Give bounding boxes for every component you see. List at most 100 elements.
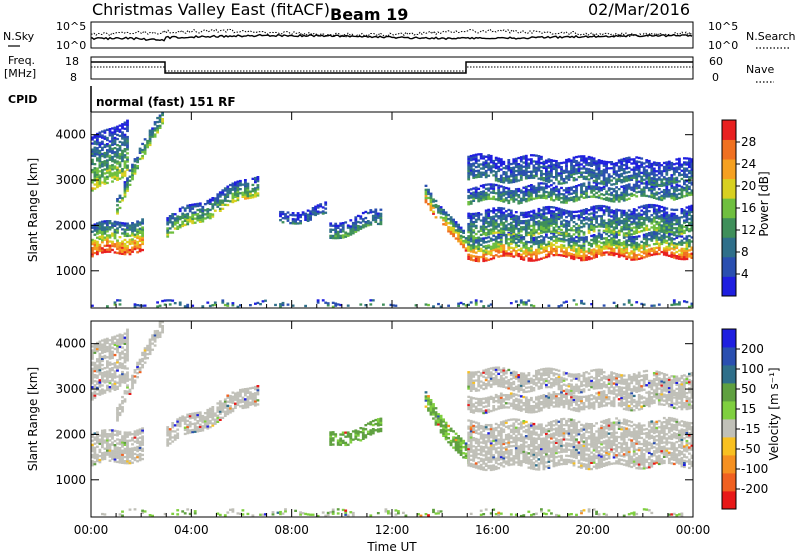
power-echo-cell	[489, 220, 493, 223]
power-echo-cell	[492, 164, 496, 167]
power-echo-cell	[565, 255, 568, 258]
power-echo-cell	[507, 167, 511, 170]
power-echo-cell	[301, 211, 305, 214]
velocity-echo-cell	[93, 438, 97, 441]
power-echo-cell	[670, 222, 674, 226]
power-echo-cell	[532, 251, 536, 254]
power-echo-cell	[524, 158, 528, 162]
power-echo-cell	[223, 189, 227, 192]
power-echo-cell	[509, 223, 513, 227]
velocity-echo-cell	[126, 384, 129, 387]
power-echo-cell	[329, 234, 333, 237]
power-echo-cell	[512, 235, 516, 238]
power-echo-cell	[236, 190, 240, 193]
power-echo-cell	[524, 221, 528, 225]
power-echo-cell	[514, 219, 518, 222]
power-echo-cell	[580, 213, 583, 216]
power-echo-cell	[507, 246, 511, 249]
power-echo-cell	[557, 166, 561, 169]
power-echo-cell	[557, 209, 561, 212]
power-echo-cell	[341, 222, 345, 225]
velocity-echo-cell	[108, 390, 112, 393]
velocity-echo-cell	[128, 462, 132, 465]
power-echo-cell	[524, 189, 528, 193]
velocity-echo-cell	[138, 436, 142, 439]
power-echo-cell	[600, 250, 603, 253]
power-echo-cell	[575, 231, 578, 234]
power-echo-cell	[545, 182, 548, 186]
power-echo-cell	[642, 174, 646, 177]
power-echo-cell	[592, 224, 596, 227]
velocity-echo-cell	[111, 352, 114, 355]
power-echo-cell	[148, 135, 152, 138]
power-echo-cell	[557, 194, 561, 197]
power-echo-cell	[198, 220, 202, 223]
velocity-echo-cell	[138, 368, 142, 372]
velocity-echo-cell	[121, 439, 124, 442]
power-echo-cell	[532, 170, 536, 173]
power-echo-cell	[612, 233, 616, 236]
power-echo-cell	[607, 222, 611, 225]
power-echo-cell	[630, 188, 634, 191]
colorbar-tick-label: 8	[741, 245, 749, 259]
power-echo-cell	[181, 206, 185, 209]
power-echo-cell	[547, 191, 551, 194]
power-echo-cell	[632, 222, 636, 225]
power-echo-cell	[111, 131, 114, 134]
power-echo-cell	[427, 192, 430, 196]
velocity-echo-cell	[113, 429, 117, 432]
power-echo-cell	[602, 245, 606, 248]
velocity-echo-cell	[126, 392, 129, 395]
power-echo-cell	[131, 234, 134, 237]
power-echo-cell	[487, 229, 491, 232]
power-echo-cell	[690, 166, 694, 169]
power-echo-cell	[499, 244, 503, 247]
power-echo-cell	[497, 233, 501, 236]
power-echo-cell	[123, 230, 127, 233]
power-echo-cell	[587, 229, 591, 232]
power-echo-cell	[467, 224, 471, 228]
power-echo-cell	[98, 133, 102, 136]
power-echo-cell	[98, 153, 102, 157]
power-echo-cell	[502, 198, 506, 201]
power-echo-cell	[487, 183, 491, 186]
power-echo-cell	[522, 169, 526, 172]
power-echo-cell	[615, 234, 618, 237]
power-echo-cell	[108, 144, 112, 147]
power-echo-cell	[371, 218, 375, 222]
power-echo-cell	[552, 199, 556, 202]
power-echo-cell	[138, 147, 142, 150]
power-echo-cell	[101, 161, 104, 164]
power-echo-cell	[514, 215, 518, 218]
power-echo-cell	[688, 253, 691, 256]
velocity-echo-cell	[123, 355, 127, 358]
power-echo-cell	[151, 127, 154, 130]
power-echo-cell	[590, 191, 593, 194]
power-echo-cell	[635, 215, 639, 218]
power-echo-cell	[517, 202, 521, 205]
power-echo-cell	[615, 198, 618, 201]
power-echo-cell	[108, 240, 112, 243]
power-echo-cell	[206, 210, 210, 213]
power-echo-cell	[657, 172, 661, 175]
power-echo-cell	[499, 160, 503, 163]
power-echo-cell	[487, 158, 491, 161]
power-echo-cell	[690, 302, 694, 305]
power-echo-cell	[522, 161, 526, 164]
velocity-echo-cell	[101, 435, 104, 439]
power-echo-cell	[126, 224, 129, 227]
power-echo-cell	[612, 212, 616, 215]
power-echo-cell	[590, 243, 593, 246]
power-echo-cell	[527, 259, 531, 262]
power-echo-cell	[111, 234, 114, 237]
power-echo-cell	[550, 218, 553, 221]
power-echo-cell	[487, 166, 491, 169]
power-echo-cell	[121, 155, 124, 159]
power-echo-cell	[161, 299, 164, 303]
power-echo-cell	[560, 216, 563, 219]
power-echo-cell	[605, 183, 608, 186]
power-echo-cell	[660, 180, 664, 183]
power-echo-cell	[173, 221, 177, 224]
power-echo-cell	[555, 160, 558, 163]
power-echo-cell	[530, 154, 533, 157]
